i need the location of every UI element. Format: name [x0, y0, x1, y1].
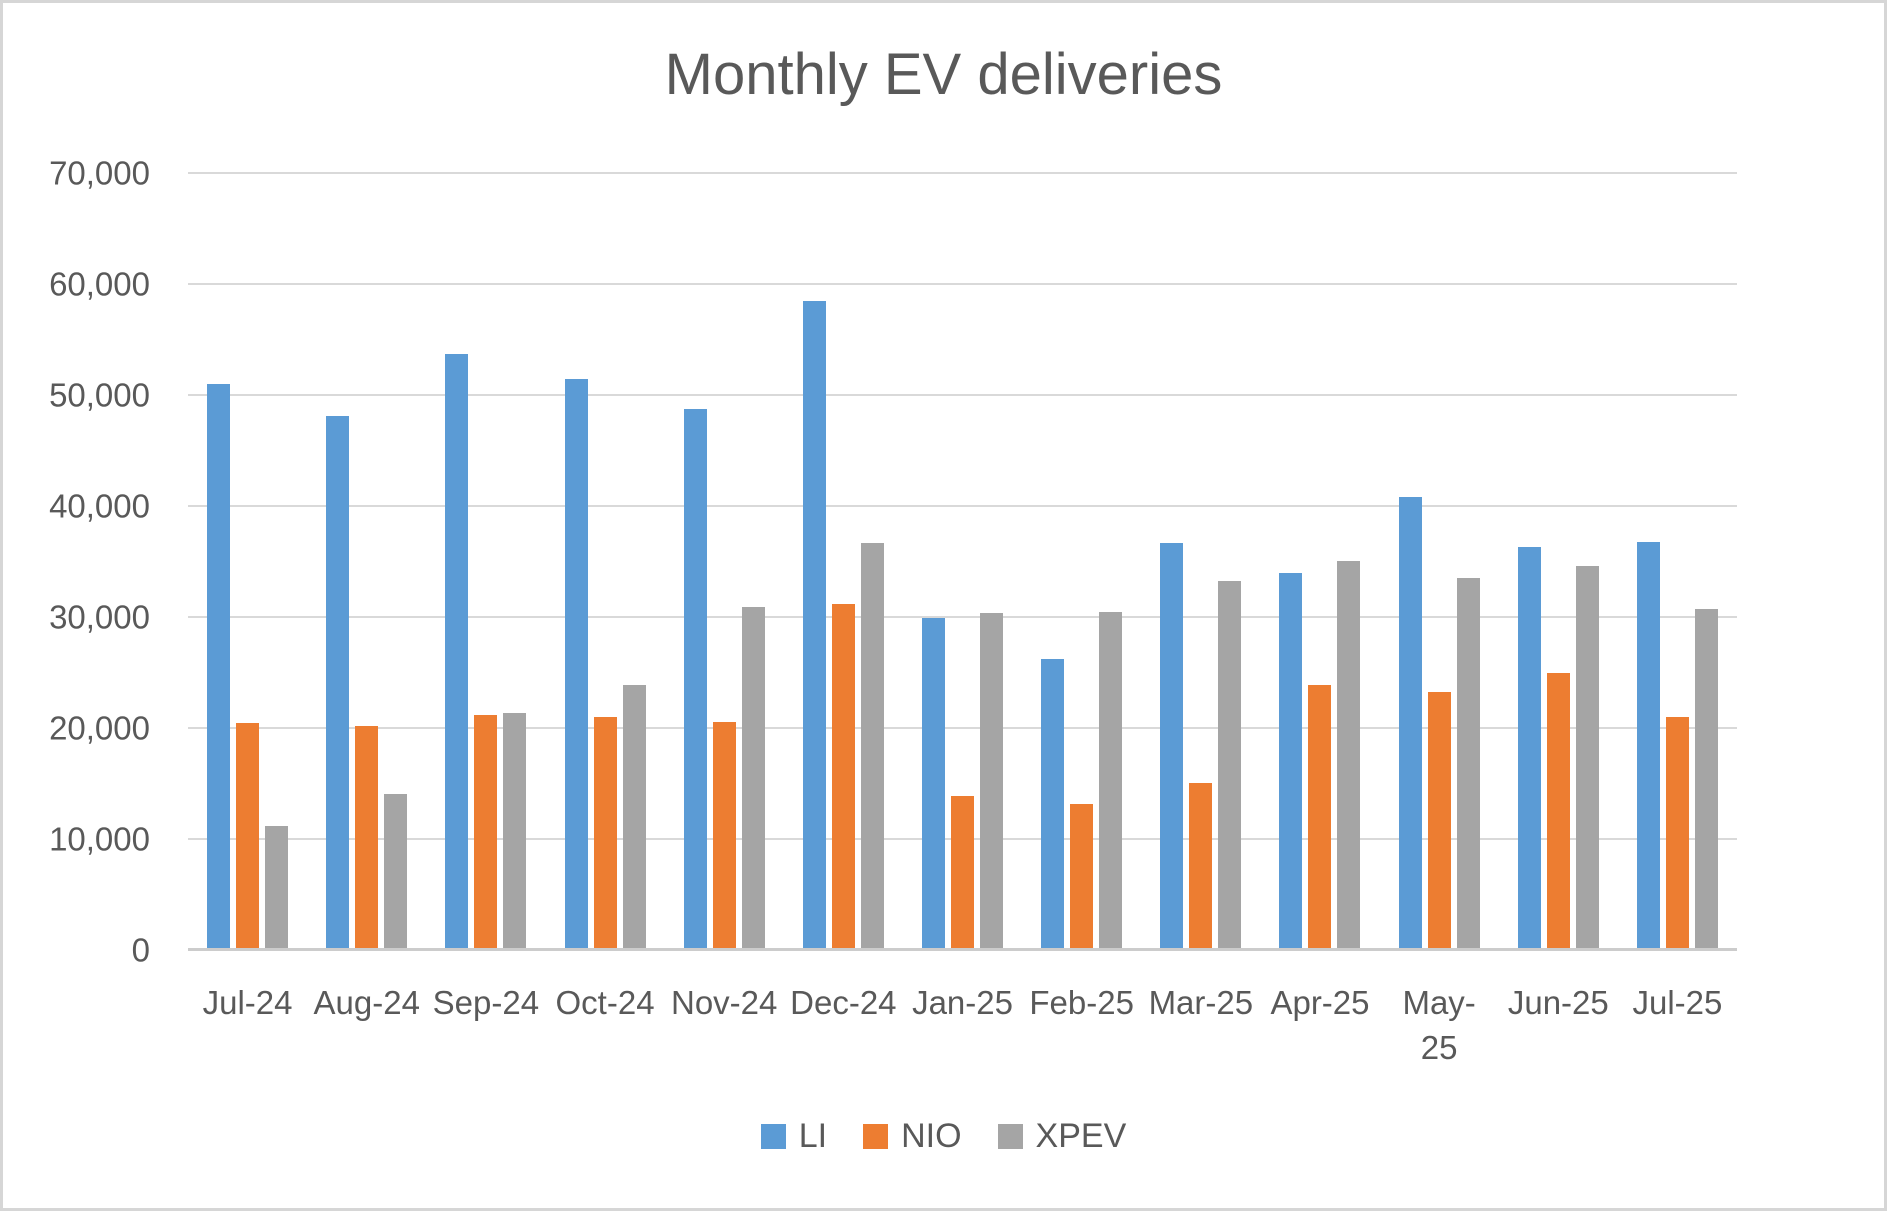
bar-LI-Feb-25: [1041, 658, 1065, 950]
bar-XPEV-Apr-25: [1337, 561, 1361, 950]
x-category-label-Jan-25: Jan-25: [912, 984, 1013, 1021]
bar-LI-Jun-25: [1517, 547, 1541, 950]
gridline: [188, 505, 1737, 507]
y-tick-label: 50,000: [49, 376, 150, 414]
bar-XPEV-Dec-24: [860, 542, 884, 950]
bar-XPEV-Jan-25: [980, 613, 1004, 950]
legend-swatch-nio: [863, 1123, 889, 1149]
bar-group-Jan-25: [903, 173, 1022, 950]
bar-group-Jul-24: [188, 173, 307, 950]
bar-XPEV-Jul-24: [265, 826, 289, 950]
x-category-label-Aug-24: Aug-24: [313, 984, 420, 1021]
bar-group-Jun-25: [1499, 173, 1618, 950]
y-tick-label: 0: [131, 931, 150, 969]
bar-groups: [188, 173, 1737, 950]
gridline: [188, 283, 1737, 285]
legend-swatch-xpev: [997, 1123, 1023, 1149]
bar-XPEV-Feb-25: [1099, 612, 1123, 950]
x-category-label-Apr-25: Apr-25: [1270, 984, 1370, 1021]
bar-NIO-Apr-25: [1308, 684, 1332, 950]
bar-NIO-Aug-24: [355, 726, 379, 950]
bar-NIO-Sep-24: [474, 714, 498, 950]
legend-item-xpev: XPEV: [997, 1117, 1127, 1155]
legend-item-nio: NIO: [863, 1117, 962, 1155]
bar-NIO-Jun-25: [1546, 673, 1570, 950]
bar-LI-Oct-24: [564, 379, 588, 950]
bar-NIO-Feb-25: [1070, 803, 1094, 950]
bar-LI-Apr-25: [1279, 573, 1303, 950]
legend-item-li: LI: [760, 1117, 828, 1155]
y-axis: 0 10,000 20,000 30,000 40,000 50,000 60,000 70,…: [23, 157, 150, 967]
bar-XPEV-Aug-24: [384, 794, 408, 950]
gridline: [188, 172, 1737, 174]
x-axis-line: [188, 948, 1737, 951]
y-tick-label: 20,000: [49, 709, 150, 747]
legend-label-nio: NIO: [901, 1117, 962, 1155]
bar-LI-Nov-24: [683, 409, 707, 950]
bar-group-Oct-24: [545, 173, 664, 950]
x-axis: Jul-24 Aug-24 Sep-24 Oct-24 Nov-24 Dec-24 Jan-…: [188, 950, 1737, 1070]
bar-NIO-May-25: [1427, 692, 1451, 950]
bar-XPEV-Mar-25: [1218, 581, 1242, 950]
x-category-label-Jun-25: Jun-25: [1507, 984, 1609, 1021]
bar-NIO-Dec-24: [831, 604, 855, 950]
bar-NIO-Jul-25: [1665, 716, 1689, 950]
x-category-label-Jul-25: Jul-25: [1632, 984, 1723, 1021]
gridline: [188, 394, 1737, 396]
x-category-label-Dec-24: Dec-24: [790, 984, 897, 1021]
x-category-label-Oct-24: Oct-24: [555, 984, 655, 1021]
bar-LI-Jan-25: [922, 617, 946, 950]
bar-group-Aug-24: [307, 173, 426, 950]
legend: LI NIO XPEV: [3, 1119, 1884, 1153]
bar-group-Nov-24: [665, 173, 784, 950]
bar-group-Feb-25: [1022, 173, 1141, 950]
bar-LI-Aug-24: [326, 415, 350, 950]
legend-swatch-li: [760, 1123, 786, 1149]
bar-XPEV-Oct-24: [622, 684, 646, 950]
bar-XPEV-Sep-24: [503, 713, 527, 950]
bar-LI-Jul-25: [1636, 542, 1660, 950]
y-tick-label: 30,000: [49, 598, 150, 636]
bar-group-Jul-25: [1618, 173, 1737, 950]
bar-group-Sep-24: [426, 173, 545, 950]
bar-XPEV-Jun-25: [1575, 565, 1599, 950]
x-category-label-Feb-25: Feb-25: [1029, 984, 1134, 1021]
bar-XPEV-Nov-24: [741, 607, 765, 950]
bar-NIO-Nov-24: [712, 721, 736, 950]
bar-group-Dec-24: [784, 173, 903, 950]
y-tick-label: 60,000: [49, 265, 150, 303]
x-category-label-Jul-24: Jul-24: [202, 984, 293, 1021]
chart-title: Monthly EV deliveries: [664, 42, 1223, 107]
bar-LI-Dec-24: [802, 300, 826, 950]
x-category-label-May-25: May- 25: [1402, 984, 1476, 1066]
bar-NIO-Oct-24: [593, 717, 617, 950]
x-category-label-Nov-24: Nov-24: [671, 984, 778, 1021]
y-tick-label: 40,000: [49, 487, 150, 525]
bar-LI-May-25: [1398, 496, 1422, 950]
x-category-label-Sep-24: Sep-24: [432, 984, 540, 1021]
legend-label-li: LI: [798, 1117, 828, 1155]
plot-area: [188, 172, 1737, 951]
bar-group-May-25: [1380, 173, 1499, 950]
gridline: [188, 727, 1737, 729]
bar-group-Mar-25: [1141, 173, 1260, 950]
bar-LI-Sep-24: [445, 353, 469, 950]
bar-LI-Mar-25: [1160, 542, 1184, 950]
bar-XPEV-Jul-25: [1694, 608, 1718, 950]
bar-XPEV-May-25: [1456, 577, 1480, 950]
gridline: [188, 616, 1737, 618]
bar-LI-Jul-24: [207, 383, 231, 950]
y-tick-label: 10,000: [49, 820, 150, 858]
bar-NIO-Jan-25: [951, 796, 975, 950]
x-category-label-Mar-25: Mar-25: [1148, 984, 1254, 1021]
bar-group-Apr-25: [1260, 173, 1379, 950]
y-tick-label: 70,000: [49, 154, 150, 192]
bar-NIO-Jul-24: [236, 722, 260, 950]
legend-label-xpev: XPEV: [1035, 1117, 1127, 1155]
bar-NIO-Mar-25: [1189, 783, 1213, 950]
